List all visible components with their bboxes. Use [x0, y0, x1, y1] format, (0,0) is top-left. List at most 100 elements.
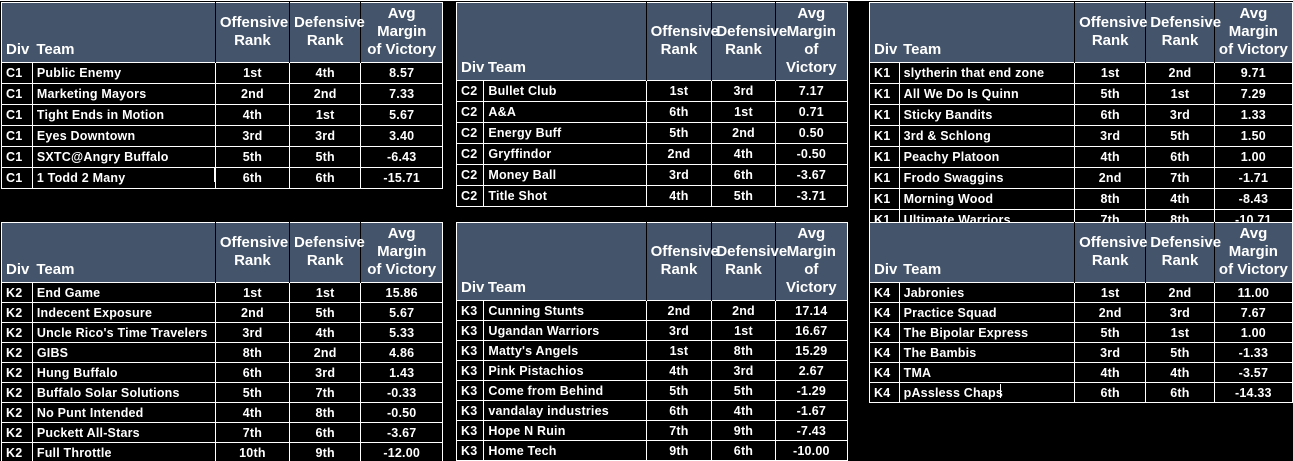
- defensive-rank-cell[interactable]: 1st: [288, 104, 362, 126]
- defensive-rank-cell[interactable]: 1st: [1145, 83, 1215, 105]
- defensive-rank-cell[interactable]: 2nd: [1145, 282, 1215, 303]
- offensive-rank-cell[interactable]: 1st: [645, 80, 713, 102]
- defensive-rank-cell[interactable]: 1st: [288, 282, 362, 303]
- defensive-rank-cell[interactable]: 5th: [1145, 342, 1215, 363]
- header-avg-margin[interactable]: Avg Margin of Victory: [360, 222, 443, 283]
- defensive-rank-cell[interactable]: 2nd: [288, 342, 362, 363]
- avg-margin-cell[interactable]: -3.67: [774, 164, 849, 186]
- team-cell[interactable]: Jabronies: [898, 282, 1076, 303]
- offensive-rank-cell[interactable]: 1st: [214, 62, 290, 84]
- defensive-rank-cell[interactable]: 2nd: [711, 122, 776, 144]
- defensive-rank-cell[interactable]: 2nd: [288, 83, 362, 105]
- team-cell[interactable]: Peachy Platoon: [898, 146, 1076, 168]
- team-cell[interactable]: Gryffindor: [483, 143, 647, 165]
- defensive-rank-cell[interactable]: 5th: [288, 302, 362, 323]
- avg-margin-cell[interactable]: 5.33: [360, 322, 443, 343]
- offensive-rank-cell[interactable]: 2nd: [1074, 167, 1147, 189]
- team-cell[interactable]: Hung Buffalo: [31, 362, 216, 383]
- header-avg-margin[interactable]: Avg Margin of Victory: [360, 2, 443, 63]
- div-cell[interactable]: K1: [869, 104, 900, 126]
- offensive-rank-cell[interactable]: 3rd: [214, 125, 290, 147]
- offensive-rank-cell[interactable]: 3rd: [645, 164, 713, 186]
- team-cell[interactable]: SXTC@Angry Buffalo: [31, 146, 216, 168]
- header-offensive-rank[interactable]: Offensive Rank: [645, 2, 719, 81]
- defensive-rank-cell[interactable]: 7th: [1145, 167, 1215, 189]
- header-offensive-rank[interactable]: Offensive Rank: [214, 222, 290, 283]
- div-cell[interactable]: K2: [1, 342, 33, 363]
- div-cell[interactable]: C2: [455, 101, 485, 123]
- team-cell[interactable]: 3rd & Schlong: [898, 125, 1076, 147]
- defensive-rank-cell[interactable]: 1st: [1145, 322, 1215, 343]
- avg-margin-cell[interactable]: 2.67: [774, 360, 849, 381]
- header-offensive-rank[interactable]: Offensive Rank: [214, 2, 290, 63]
- header-avg-margin[interactable]: Avg Margin of Victory: [774, 222, 848, 301]
- defensive-rank-cell[interactable]: 3rd: [711, 80, 776, 102]
- defensive-rank-cell[interactable]: 9th: [288, 442, 362, 461]
- team-cell[interactable]: Energy Buff: [483, 122, 647, 144]
- div-cell[interactable]: K4: [869, 362, 900, 383]
- team-cell[interactable]: Public Enemy: [31, 62, 216, 84]
- team-cell[interactable]: Sticky Bandits: [898, 104, 1076, 126]
- team-cell[interactable]: Cunning Stunts: [483, 300, 647, 321]
- div-cell[interactable]: C2: [455, 80, 485, 102]
- header-div[interactable]: Div: [456, 2, 484, 81]
- div-cell[interactable]: C1: [1, 83, 33, 105]
- team-cell[interactable]: GIBS: [31, 342, 216, 363]
- team-cell[interactable]: Ugandan Warriors: [483, 320, 647, 341]
- offensive-rank-cell[interactable]: 6th: [645, 400, 713, 421]
- header-defensive-rank[interactable]: Defensive Rank: [711, 222, 787, 301]
- div-cell[interactable]: C2: [455, 185, 485, 207]
- avg-margin-cell[interactable]: -3.71: [774, 185, 849, 207]
- team-cell[interactable]: Matty's Angels: [483, 340, 647, 361]
- avg-margin-cell[interactable]: 3.40: [360, 125, 443, 147]
- avg-margin-cell[interactable]: 7.33: [360, 83, 443, 105]
- div-cell[interactable]: C1: [1, 62, 33, 84]
- offensive-rank-cell[interactable]: 2nd: [214, 83, 290, 105]
- defensive-rank-cell[interactable]: 3rd: [711, 360, 776, 381]
- avg-margin-cell[interactable]: -0.50: [774, 143, 849, 165]
- avg-margin-cell[interactable]: -1.71: [1213, 167, 1293, 189]
- header-defensive-rank[interactable]: Defensive Rank: [288, 222, 365, 283]
- team-cell[interactable]: TMA: [898, 362, 1076, 383]
- team-cell[interactable]: Buffalo Solar Solutions: [31, 382, 216, 403]
- div-cell[interactable]: K1: [869, 167, 900, 189]
- defensive-rank-cell[interactable]: 4th: [711, 143, 776, 165]
- div-cell[interactable]: K1: [869, 62, 900, 84]
- team-cell[interactable]: A&A: [483, 101, 647, 123]
- offensive-rank-cell[interactable]: 9th: [645, 440, 713, 461]
- offensive-rank-cell[interactable]: 2nd: [645, 143, 713, 165]
- offensive-rank-cell[interactable]: 1st: [1074, 282, 1147, 303]
- team-cell[interactable]: Bullet Club: [483, 80, 647, 102]
- team-cell[interactable]: Full Throttle: [31, 442, 216, 461]
- defensive-rank-cell[interactable]: 7th: [288, 382, 362, 403]
- team-cell[interactable]: 1 Todd 2 Many: [31, 167, 216, 189]
- div-cell[interactable]: K1: [869, 146, 900, 168]
- div-cell[interactable]: K2: [1, 442, 33, 461]
- offensive-rank-cell[interactable]: 3rd: [1074, 342, 1147, 363]
- defensive-rank-cell[interactable]: 5th: [288, 146, 362, 168]
- team-cell[interactable]: slytherin that end zone: [898, 62, 1076, 84]
- defensive-rank-cell[interactable]: 2nd: [711, 300, 776, 321]
- defensive-rank-cell[interactable]: 4th: [288, 62, 362, 84]
- avg-margin-cell[interactable]: 11.00: [1213, 282, 1293, 303]
- offensive-rank-cell[interactable]: 2nd: [645, 300, 713, 321]
- offensive-rank-cell[interactable]: 4th: [1074, 146, 1147, 168]
- team-cell[interactable]: The Bambis: [898, 342, 1076, 363]
- div-cell[interactable]: K2: [1, 282, 33, 303]
- avg-margin-cell[interactable]: 15.29: [774, 340, 849, 361]
- defensive-rank-cell[interactable]: 3rd: [288, 362, 362, 383]
- avg-margin-cell[interactable]: -7.43: [774, 420, 849, 441]
- div-cell[interactable]: K3: [455, 340, 485, 361]
- div-cell[interactable]: K3: [455, 300, 485, 321]
- header-avg-margin[interactable]: Avg Margin of Victory: [1213, 2, 1293, 63]
- defensive-rank-cell[interactable]: 3rd: [1145, 104, 1215, 126]
- offensive-rank-cell[interactable]: 4th: [645, 360, 713, 381]
- defensive-rank-cell[interactable]: 1st: [711, 101, 776, 123]
- avg-margin-cell[interactable]: -0.33: [360, 382, 443, 403]
- offensive-rank-cell[interactable]: 1st: [214, 282, 290, 303]
- avg-margin-cell[interactable]: -3.67: [360, 422, 443, 443]
- defensive-rank-cell[interactable]: 8th: [711, 340, 776, 361]
- defensive-rank-cell[interactable]: 6th: [288, 167, 362, 189]
- defensive-rank-cell[interactable]: 2nd: [1145, 62, 1215, 84]
- team-cell[interactable]: Morning Wood: [898, 188, 1076, 210]
